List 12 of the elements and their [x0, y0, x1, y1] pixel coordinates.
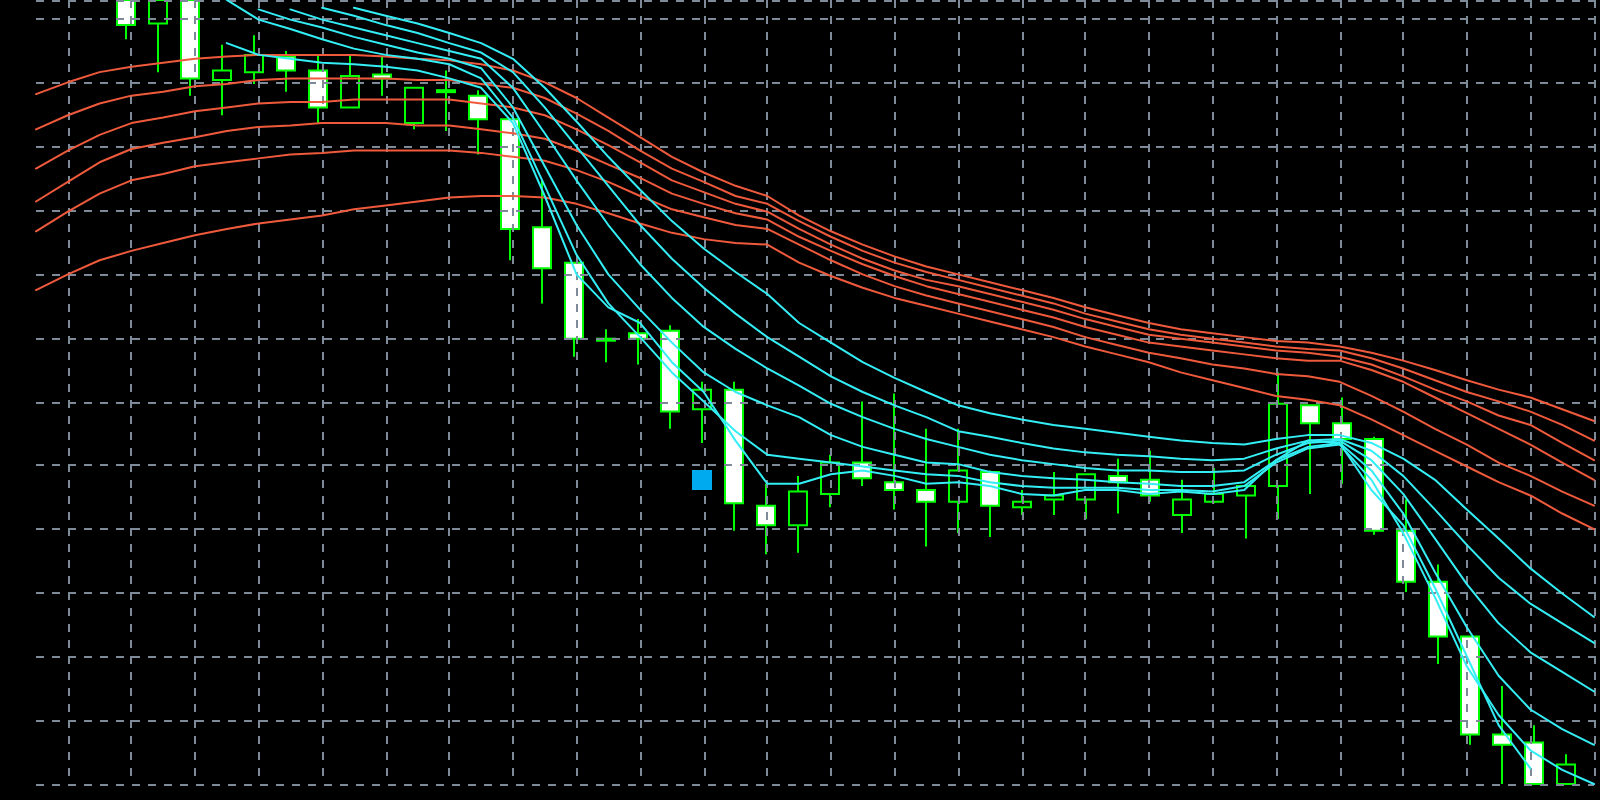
- candlestick: [212, 43, 232, 117]
- candlestick: [436, 69, 456, 132]
- candlestick: [884, 392, 904, 511]
- candlestick: [404, 86, 424, 131]
- candlestick: [468, 89, 488, 156]
- candlestick: [1172, 478, 1192, 535]
- candlestick: [1012, 489, 1032, 517]
- candlestick: [532, 179, 552, 305]
- candlestick: [788, 474, 808, 554]
- candlestick: [1492, 685, 1512, 785]
- candlestick: [916, 427, 936, 548]
- candlestick: [1300, 404, 1320, 495]
